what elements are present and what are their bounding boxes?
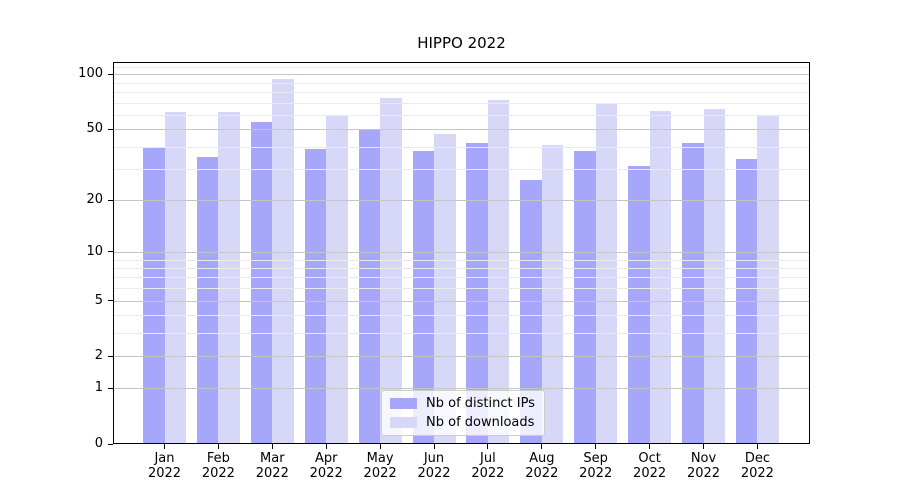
x-label-month: Dec [744, 451, 770, 466]
bar-may-ips [358, 129, 381, 444]
x-tick-label-aug: Aug 2022 [510, 451, 574, 481]
x-tick-label-may: May 2022 [348, 451, 412, 481]
x-tick [595, 444, 597, 449]
bar-mar-ips [250, 121, 273, 444]
x-tick-label-jun: Jun 2022 [402, 451, 466, 481]
x-label-year: 2022 [363, 466, 397, 481]
x-label-month: Jan [154, 451, 175, 466]
x-tick-label-nov: Nov 2022 [672, 451, 736, 481]
x-label-month: Mar [260, 451, 285, 466]
x-label-year: 2022 [740, 466, 774, 481]
x-label-month: Jul [480, 451, 496, 466]
x-tick-label-mar: Mar 2022 [240, 451, 304, 481]
x-tick-label-oct: Oct 2022 [618, 451, 682, 481]
x-tick [703, 444, 704, 449]
x-tick-label-jul: Jul 2022 [456, 451, 520, 481]
x-label-month: Sep [583, 451, 608, 466]
y-tick [108, 355, 113, 357]
bar-aug-ips [520, 180, 542, 444]
x-tick [649, 444, 651, 449]
x-label-month: Nov [690, 451, 717, 466]
bar-jan-ips [143, 146, 165, 444]
bar-may-downloads [380, 98, 402, 444]
x-label-year: 2022 [255, 466, 289, 481]
bar-feb-ips [196, 157, 219, 444]
bar-jul-ips [466, 142, 488, 444]
bar-aug-downloads [541, 144, 564, 444]
x-tick [756, 444, 758, 449]
legend-swatch-downloads-icon [390, 417, 417, 428]
bar-feb-downloads [218, 112, 240, 444]
legend: Nb of distinct IPs Nb of downloads [381, 390, 545, 436]
y-tick [108, 387, 113, 389]
bar-sep-ips [574, 150, 596, 444]
y-tick-label: 10 [86, 243, 103, 259]
x-label-year: 2022 [525, 466, 559, 481]
x-tick-label-apr: Apr 2022 [294, 451, 358, 481]
bar-apr-downloads [326, 116, 348, 444]
x-tick-label-dec: Dec 2022 [725, 451, 789, 481]
x-label-month: Feb [206, 451, 230, 466]
bar-apr-ips [304, 148, 327, 444]
bar-dec-downloads [757, 116, 779, 444]
x-label-month: Aug [529, 451, 555, 466]
y-tick [108, 300, 113, 302]
x-label-year: 2022 [201, 466, 235, 481]
x-label-month: Oct [638, 451, 661, 466]
legend-label-downloads: Nb of downloads [426, 415, 535, 430]
x-tick [379, 444, 381, 449]
x-label-year: 2022 [417, 466, 451, 481]
x-tick-label-feb: Feb 2022 [186, 451, 250, 481]
bar-jun-ips [412, 150, 434, 444]
x-label-year: 2022 [471, 466, 505, 481]
y-tick [108, 251, 113, 253]
x-label-month: May [366, 451, 394, 466]
x-label-year: 2022 [686, 466, 721, 481]
bar-oct-downloads [649, 110, 672, 444]
x-label-year: 2022 [579, 466, 613, 481]
bar-dec-ips [735, 159, 758, 444]
y-tick-label: 1 [94, 380, 103, 396]
x-label-month: Jun [423, 451, 445, 466]
bars-layer [113, 62, 810, 444]
bar-nov-ips [682, 142, 704, 444]
x-tick [487, 444, 489, 449]
x-tick [541, 444, 543, 449]
x-tick [433, 444, 435, 449]
bar-sep-downloads [595, 102, 618, 444]
x-tick [217, 444, 219, 449]
bar-mar-downloads [272, 78, 294, 444]
y-tick-label: 100 [78, 66, 103, 82]
x-tick [325, 444, 327, 449]
x-label-year: 2022 [633, 466, 667, 481]
x-tick-label-sep: Sep 2022 [564, 451, 628, 481]
y-tick [108, 199, 113, 201]
x-label-year: 2022 [147, 466, 182, 481]
legend-item-distinct-ips: Nb of distinct IPs [390, 396, 536, 411]
plot-area [113, 62, 810, 444]
y-tick [108, 73, 113, 75]
bar-jul-downloads [487, 100, 510, 444]
y-tick-label: 2 [94, 348, 103, 364]
y-tick-label: 20 [86, 192, 103, 208]
x-tick-label-jan: Jan 2022 [133, 451, 197, 481]
bar-jan-downloads [164, 112, 186, 444]
x-label-year: 2022 [309, 466, 343, 481]
y-tick [108, 443, 113, 445]
bar-nov-downloads [703, 108, 725, 444]
x-tick [164, 444, 165, 449]
y-tick-label: 5 [94, 292, 103, 308]
legend-swatch-distinct-ips-icon [390, 398, 417, 409]
y-tick-label: 50 [86, 121, 103, 137]
bar-oct-ips [628, 166, 650, 444]
x-tick [271, 444, 273, 449]
legend-item-downloads: Nb of downloads [390, 415, 536, 430]
y-tick-label: 0 [94, 436, 103, 451]
chart-title: HIPPO 2022 [417, 34, 506, 52]
y-tick [108, 128, 113, 130]
x-label-month: Apr [314, 451, 338, 466]
legend-label-distinct-ips: Nb of distinct IPs [426, 396, 535, 411]
